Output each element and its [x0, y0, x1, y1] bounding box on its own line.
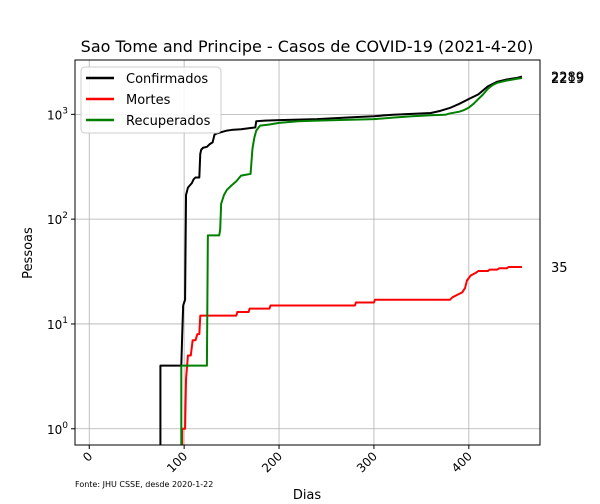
tick-layer: 0 100 200 300 400 100 101 102 103 — [47, 106, 475, 475]
x-tick-label: 300 — [354, 449, 380, 475]
x-tick-label: 200 — [259, 449, 285, 475]
y-axis-label: Pessoas — [21, 227, 36, 279]
series-line-recuperados — [181, 78, 522, 484]
series-layer — [160, 77, 522, 484]
legend-label-confirmados: Confirmados — [126, 72, 208, 87]
x-axis-label: Dias — [293, 488, 322, 500]
series-line-mortes — [182, 267, 522, 484]
y-tick-label: 100 — [47, 421, 68, 437]
end-label-recuperados: 2219 — [551, 72, 584, 87]
legend-label-mortes: Mortes — [126, 93, 171, 108]
source-note: Fonte: JHU CSSE, desde 2020-1-22 — [75, 480, 213, 489]
x-tick-label: 400 — [449, 449, 475, 475]
x-tick-label: 0 — [80, 449, 95, 464]
y-tick-label: 101 — [47, 316, 68, 332]
y-tick-label: 103 — [47, 106, 68, 122]
x-tick-label: 100 — [164, 449, 190, 475]
y-tick-label: 102 — [47, 211, 68, 227]
chart-title: Sao Tome and Principe - Casos de COVID-1… — [81, 37, 534, 56]
end-label-mortes: 35 — [551, 261, 568, 276]
legend: Confirmados Mortes Recuperados — [81, 67, 221, 133]
legend-label-recuperados: Recuperados — [126, 114, 211, 129]
